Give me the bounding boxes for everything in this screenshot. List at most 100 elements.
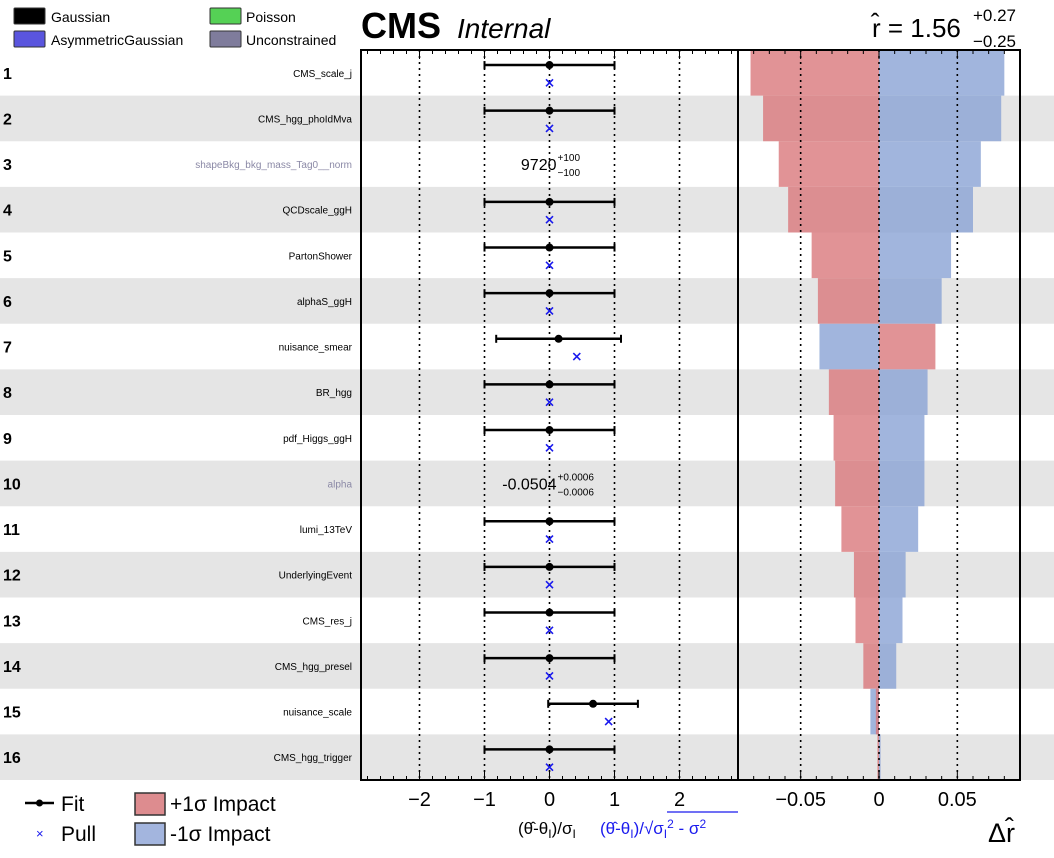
impact-tick-label: 0 — [873, 789, 884, 811]
row-rank: 13 — [3, 613, 21, 630]
text-fit-value: 9720 — [521, 157, 557, 174]
row-parameter-name: CMS_hgg_trigger — [274, 753, 353, 764]
r-hat-label: r̂ = 1.56 — [870, 13, 961, 43]
row-rank: 1 — [3, 66, 12, 83]
pull-marker — [572, 352, 581, 361]
row-rank: 4 — [3, 203, 12, 220]
impact-bar-minus — [879, 141, 981, 187]
fit-point — [545, 745, 554, 754]
pull-axis-title: (θ̂-θI)/σI — [518, 819, 576, 841]
impact-bar-plus — [833, 415, 879, 461]
fit-point — [545, 517, 554, 526]
fit-point — [545, 654, 554, 663]
legend-swatch-gaussian — [13, 7, 46, 25]
fit-point — [545, 608, 554, 617]
cms-status: Internal — [457, 13, 551, 44]
impact-bar-plus — [763, 95, 879, 142]
legend-label-gaussian: Gaussian — [51, 9, 110, 25]
impact-bar-plus — [811, 232, 879, 279]
text-fit-up: +100 — [558, 153, 581, 164]
r-hat-up: +0.27 — [973, 6, 1016, 25]
row-parameter-name: CMS_scale_j — [293, 69, 352, 80]
impact-bar-plus — [863, 643, 879, 689]
pull-marker — [545, 261, 554, 270]
impact-bar-minus — [879, 186, 973, 233]
row-parameter-name: PartonShower — [289, 251, 353, 262]
row-parameter-name: CMS_hgg_phoIdMva — [258, 114, 352, 125]
row-parameter-name: alpha — [328, 479, 353, 490]
row-rank: 3 — [3, 157, 12, 174]
text-fit-up: +0.0006 — [558, 472, 595, 483]
impact-bar-plus — [778, 141, 879, 187]
pull-marker — [545, 535, 554, 544]
fit-point — [545, 243, 554, 252]
fit-point — [545, 380, 554, 389]
text-fit-down: −100 — [558, 168, 581, 179]
pull-legend-label: Pull — [61, 823, 96, 846]
impact-axis-title: Δr̂ — [988, 817, 1015, 848]
row-rank: 12 — [3, 568, 21, 585]
row-rank: 14 — [3, 659, 21, 676]
plus-impact-swatch — [134, 792, 166, 816]
row-parameter-name: lumi_13TeV — [300, 525, 353, 536]
text-fit-down: −0.0006 — [558, 487, 595, 498]
row-parameter-name: shapeBkg_bkg_mass_Tag0__norm — [195, 160, 352, 171]
row-parameter-name: nuisance_scale — [283, 708, 352, 719]
row-rank: 8 — [3, 385, 12, 402]
pull-marker — [545, 443, 554, 452]
row-rank: 10 — [3, 476, 21, 493]
text-fit-value: -0.0504 — [502, 476, 556, 493]
pull-marker — [545, 763, 554, 772]
row-parameter-name: CMS_hgg_presel — [275, 662, 352, 673]
pull-marker — [545, 215, 554, 224]
bottom-legend: Fit × Pull +1σ Impact -1σ Impact — [25, 792, 276, 846]
fit-legend-label: Fit — [61, 793, 84, 816]
fit-legend-marker — [36, 799, 43, 807]
legend-label-unconstrained: Unconstrained — [246, 32, 336, 48]
impact-tick-label: 0.05 — [938, 789, 977, 811]
pull-marker — [545, 671, 554, 681]
pull-tick-label: 0 — [544, 789, 555, 811]
pull-axis-title-constrained: (θ̂-θI)/√σI2 - σ2 — [600, 817, 706, 841]
row-rank: 2 — [3, 111, 12, 128]
cms-label: CMS — [361, 5, 441, 46]
legend-swatch-unconstrained — [209, 30, 242, 48]
fit-point — [589, 699, 598, 708]
fit-point — [545, 106, 554, 115]
impact-bar-plus — [853, 551, 879, 598]
pull-tick-label: −1 — [473, 789, 496, 811]
r-hat-down: −0.25 — [973, 32, 1016, 51]
row-rank: 16 — [3, 750, 21, 767]
row-shade — [0, 734, 1054, 780]
impact-bar-plus — [855, 597, 879, 644]
row-parameter-name: CMS_res_j — [303, 616, 352, 627]
legend-swatch-poisson — [209, 7, 242, 25]
fit-point — [545, 426, 554, 435]
parameter-labels: 1 CMS_scale_j 2 CMS_hgg_phoIdMva 3 shapeBkg_b… — [3, 66, 353, 767]
row-rank: 15 — [3, 705, 21, 722]
row-parameter-name: QCDscale_ggH — [283, 206, 352, 217]
impact-bar-plus — [841, 506, 879, 552]
impact-bar-minus — [879, 597, 903, 644]
plus-impact-label: +1σ Impact — [170, 793, 276, 816]
minus-impact-label: -1σ Impact — [170, 823, 271, 846]
impact-bar-plus — [875, 688, 879, 735]
impact-bar-plus — [877, 734, 879, 780]
pull-tick-label: 2 — [674, 789, 685, 811]
impact-bar-minus — [879, 369, 928, 415]
pull-marker — [545, 580, 554, 589]
fit-point — [545, 61, 554, 70]
row-rank: 6 — [3, 294, 12, 311]
pull-marker — [545, 626, 554, 635]
row-rank: 5 — [3, 248, 12, 265]
row-parameter-name: pdf_Higgs_ggH — [283, 434, 352, 445]
pull-marker — [545, 78, 554, 87]
fit-point — [545, 289, 554, 298]
impact-bar-minus — [879, 95, 1002, 142]
impact-bar-minus — [870, 688, 879, 735]
row-parameter-name: BR_hgg — [316, 388, 352, 399]
impact-bar-plus — [828, 369, 879, 415]
row-rank: 11 — [3, 522, 20, 539]
row-rank: 9 — [3, 431, 12, 448]
